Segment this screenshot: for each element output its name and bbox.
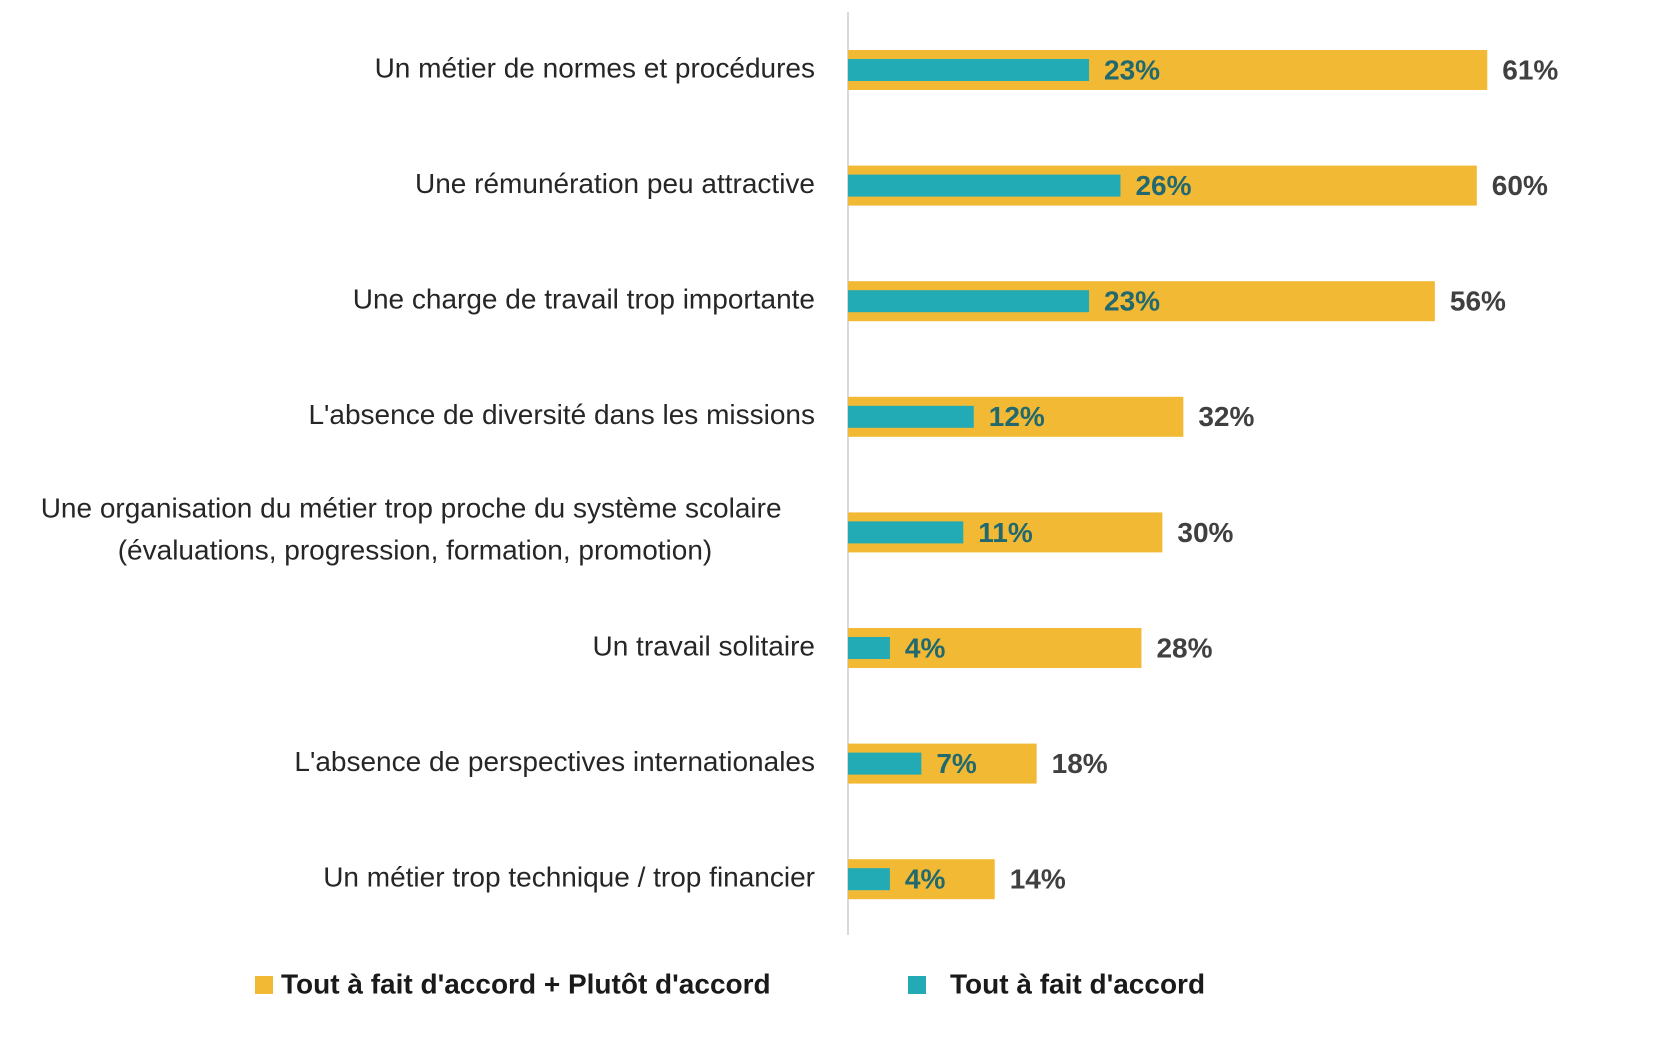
- value-label: 28%: [1156, 632, 1212, 663]
- bar: [848, 868, 890, 891]
- bar: [848, 628, 1142, 668]
- value-label: 61%: [1502, 54, 1558, 85]
- legend-label: Tout à fait d'accord: [950, 968, 1205, 999]
- bar: [848, 637, 890, 659]
- bar: [848, 290, 1090, 313]
- value-label: 56%: [1450, 286, 1506, 317]
- category-label: L'absence de perspectives internationale…: [294, 746, 815, 777]
- value-label: 23%: [1104, 286, 1160, 317]
- value-label: 60%: [1492, 170, 1548, 201]
- value-label: 7%: [936, 748, 977, 779]
- category-label: Un travail solitaire: [592, 630, 815, 661]
- legend-swatch: [255, 976, 273, 994]
- category-label: Une charge de travail trop importante: [353, 284, 815, 315]
- category-label: Une organisation du métier trop proche d…: [41, 493, 790, 566]
- category-label: L'absence de diversité dans les missions: [308, 399, 815, 430]
- legend-swatch: [908, 976, 926, 994]
- value-label: 26%: [1135, 170, 1191, 201]
- bar: [848, 59, 1090, 81]
- value-label: 32%: [1198, 401, 1254, 432]
- category-label: Une rémunération peu attractive: [415, 168, 815, 199]
- bar: [848, 752, 922, 775]
- category-label: Un métier de normes et procédures: [375, 52, 815, 83]
- value-label: 4%: [905, 864, 946, 895]
- bar: [848, 405, 974, 428]
- category-label: Un métier trop technique / trop financie…: [323, 862, 815, 893]
- value-label: 12%: [989, 401, 1045, 432]
- value-label: 30%: [1177, 517, 1233, 548]
- value-label: 14%: [1010, 864, 1066, 895]
- bar: [848, 521, 964, 544]
- legend-label: Tout à fait d'accord + Plutôt d'accord: [281, 968, 771, 999]
- value-label: 11%: [978, 517, 1033, 548]
- value-label: 4%: [905, 632, 946, 663]
- value-label: 18%: [1052, 748, 1108, 779]
- bar: [848, 174, 1121, 197]
- value-label: 23%: [1104, 54, 1160, 85]
